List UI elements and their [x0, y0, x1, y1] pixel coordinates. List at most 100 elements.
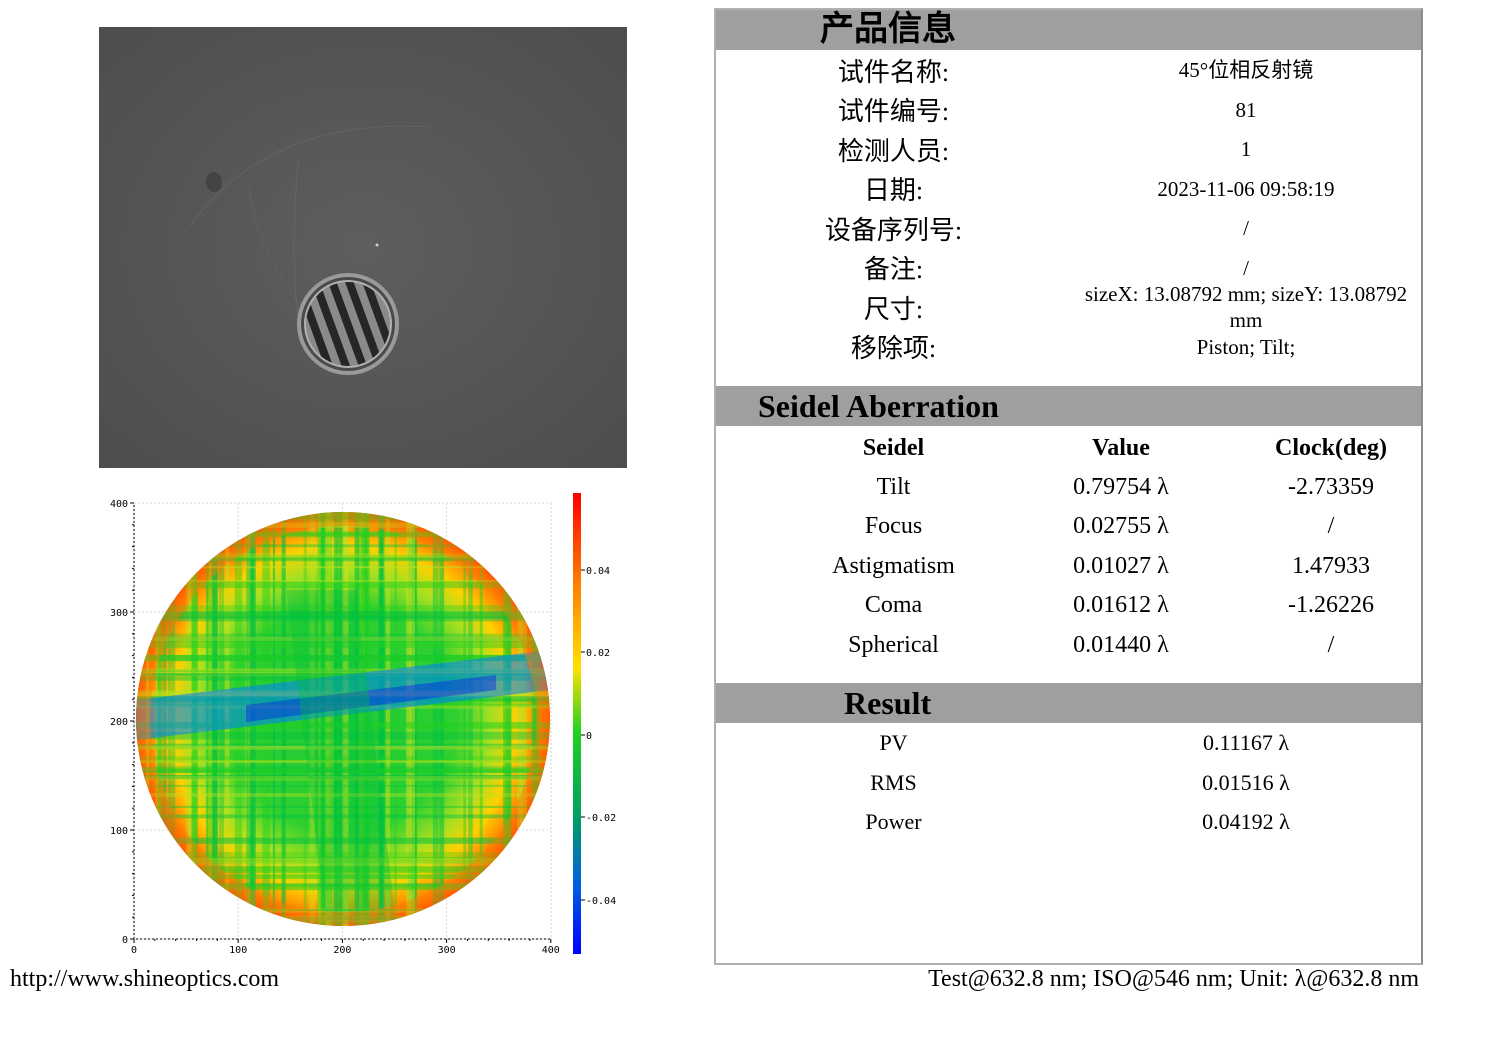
surface-streak	[479, 512, 483, 926]
seidel-clock: /	[1327, 513, 1335, 539]
surface-streak	[325, 512, 334, 926]
surface-streak	[385, 512, 391, 926]
surface-streak	[361, 512, 370, 926]
surface-streak	[136, 512, 550, 515]
surface-streak	[410, 512, 416, 926]
product-info-value: 1	[1240, 137, 1252, 161]
surface-streak	[136, 566, 550, 569]
surface-streak	[136, 731, 550, 740]
surface-streak	[136, 858, 550, 866]
product-info-row: 检测人员: 1	[716, 129, 1421, 169]
surface-streak	[333, 512, 339, 926]
seidel-value: 0.01027 λ	[1073, 552, 1169, 579]
seidel-value: 0.79754 λ	[1073, 473, 1169, 500]
x-tick-label: 100	[229, 945, 247, 956]
surface-streak	[394, 512, 397, 926]
surface-streak	[136, 784, 550, 787]
surface-streak	[136, 852, 550, 858]
surface-streak	[136, 557, 550, 562]
surface-streak	[463, 512, 467, 926]
seidel-row: Tilt 0.79754 λ -2.73359	[716, 467, 1421, 507]
x-tick-label: 200	[333, 945, 351, 956]
surface-streak	[136, 518, 550, 522]
surface-streak	[136, 641, 550, 649]
surface-streak	[136, 916, 550, 924]
colorbar-tick-label: -0.04	[586, 896, 616, 907]
product-info-row: 设备序列号: /	[716, 208, 1421, 248]
surface-streak	[136, 633, 550, 642]
surface-streak	[136, 760, 550, 764]
surface-streak	[136, 805, 550, 808]
seidel-clock: -1.26226	[1288, 592, 1374, 618]
surface-band	[286, 590, 396, 920]
surface-streak	[136, 915, 550, 923]
seidel-name: Spherical	[848, 631, 939, 658]
result-name: RMS	[870, 769, 917, 795]
product-info-value: 2023-11-06 09:58:19	[1157, 176, 1335, 201]
seidel-name: Tilt	[876, 473, 911, 500]
seidel-clock: -2.73359	[1288, 473, 1374, 500]
surface-streak	[136, 866, 550, 873]
seidel-name: Coma	[864, 592, 923, 618]
surface-streak	[136, 616, 550, 622]
seidel-value: 0.02755 λ	[1073, 513, 1169, 539]
colorbar-tick-label: -0.02	[586, 813, 616, 824]
product-info-label: 尺寸:	[863, 294, 924, 324]
surface-streak	[318, 512, 321, 926]
surface-streak	[136, 814, 550, 819]
surface-streak	[136, 515, 550, 520]
result-value: 0.01516 λ	[1202, 769, 1290, 795]
product-info-label: 试件编号:	[837, 97, 950, 126]
seidel-row: Coma 0.01612 λ -1.26226	[716, 586, 1421, 626]
colorbar-tick-label: 0.04	[586, 566, 610, 577]
y-tick-label: 200	[110, 717, 128, 728]
result-value: 0.11167 λ	[1202, 730, 1290, 755]
x-tick-label: 400	[542, 945, 560, 956]
surface-streak	[136, 673, 550, 677]
surface-streak	[136, 768, 550, 773]
surface-streak	[531, 512, 536, 926]
surface-streak	[468, 512, 473, 926]
product-info-value: /	[1243, 255, 1249, 280]
surface-streak	[534, 512, 540, 926]
surface-streak	[324, 512, 331, 926]
product-info-title: 产品信息	[820, 11, 956, 48]
surface-streak	[136, 908, 550, 912]
surface-streak	[136, 533, 550, 538]
surface-streak	[343, 512, 349, 926]
surface-streak	[136, 756, 550, 763]
product-info-label: 试件名称:	[837, 57, 950, 87]
surface-streak	[378, 512, 384, 926]
result-name: PV	[879, 730, 908, 755]
surface-streak	[136, 554, 550, 560]
surface-streak	[439, 512, 445, 926]
surface-map: 0 100 200 300 400 0 100 200 300 400 0.04 0.02 0 -0.0…	[96, 490, 636, 960]
surface-streak	[136, 611, 550, 619]
seidel-name: Focus	[864, 513, 923, 539]
surface-streak	[340, 512, 343, 926]
result-row: PV 0.11167 λ	[716, 723, 1421, 763]
result-title: Result	[844, 685, 932, 721]
seidel-clock: 1.47933	[1292, 552, 1370, 579]
product-info-header: 产品信息	[716, 10, 1421, 50]
seidel-header-clock: Clock(deg)	[1275, 434, 1387, 461]
result-header: Result	[716, 683, 1421, 723]
surface-streak	[136, 837, 550, 844]
surface-streak	[136, 745, 550, 750]
product-info-row: 备注: /	[716, 248, 1421, 288]
product-info-row: 试件编号: 81	[716, 90, 1421, 130]
y-tick-label: 0	[122, 935, 128, 946]
seidel-row: Spherical 0.01440 λ /	[716, 625, 1421, 665]
footer-url[interactable]: http://www.shineoptics.com	[10, 966, 280, 992]
surface-streak	[519, 512, 527, 926]
surface-streak	[503, 512, 511, 926]
product-info-value: sizeX: 13.08792 mm; sizeY: 13.08792 mm	[1084, 282, 1408, 332]
surface-streak	[136, 874, 550, 879]
surface-streak	[136, 774, 550, 780]
surface-streak	[136, 884, 550, 891]
product-info-label: 备注:	[863, 255, 924, 284]
colorbar	[573, 493, 581, 954]
surface-streak	[432, 512, 439, 926]
seidel-column-headers: Seidel Value Clock(deg)	[716, 428, 1421, 468]
surface-streak	[358, 512, 362, 926]
